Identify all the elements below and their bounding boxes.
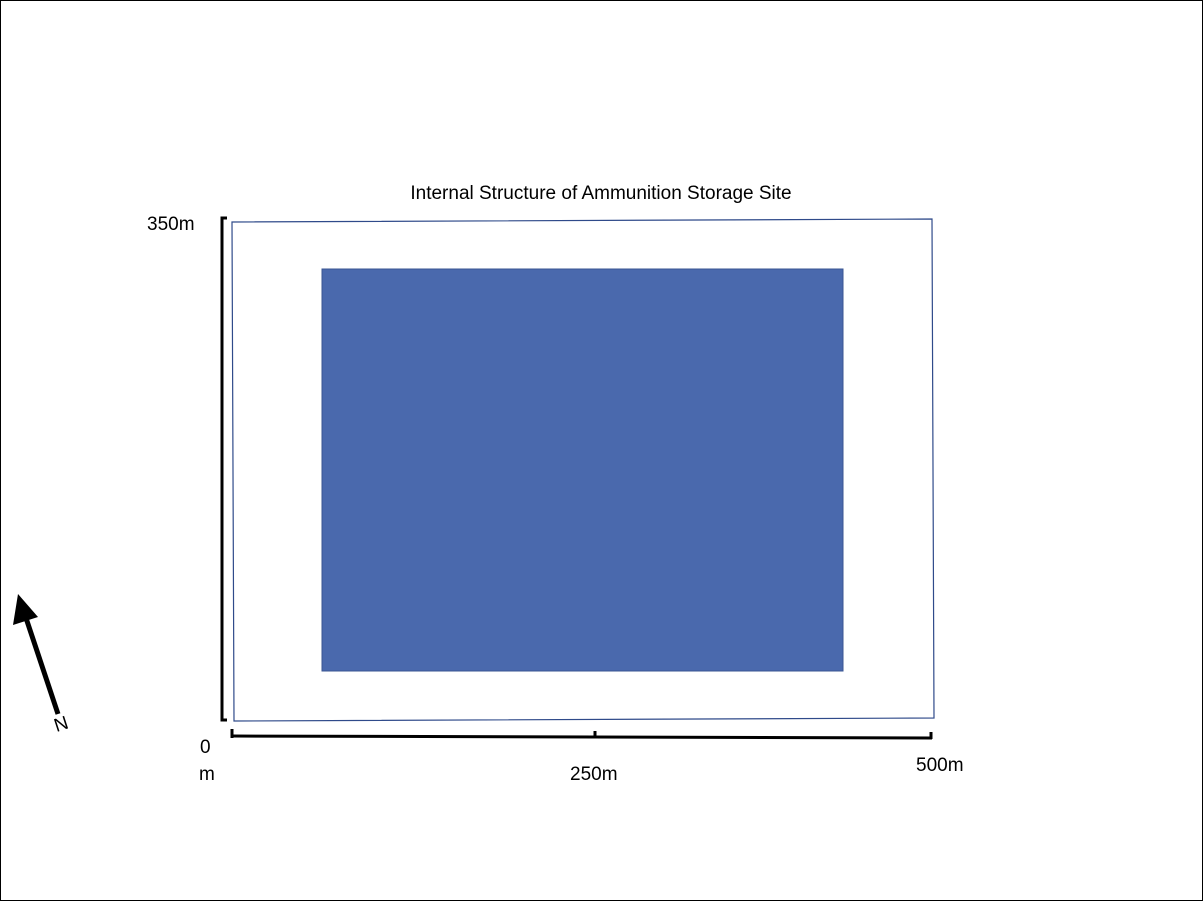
horizontal-scale-origin-unit: m	[199, 764, 215, 785]
north-arrow-icon	[13, 594, 61, 715]
site-boundary	[231, 218, 935, 722]
vertical-scale-bar	[220, 216, 227, 722]
horizontal-scale-bar	[230, 729, 933, 740]
horizontal-scale-end-label: 500m	[916, 755, 964, 776]
north-arrow-label: N	[52, 713, 72, 737]
horizontal-scale-mid-label: 250m	[570, 764, 618, 785]
diagram-title: Internal Structure of Ammunition Storage…	[410, 183, 791, 204]
horizontal-scale-origin-label: 0	[200, 737, 211, 758]
storage-area	[321, 268, 844, 672]
vertical-scale-top-label: 350m	[147, 214, 195, 235]
